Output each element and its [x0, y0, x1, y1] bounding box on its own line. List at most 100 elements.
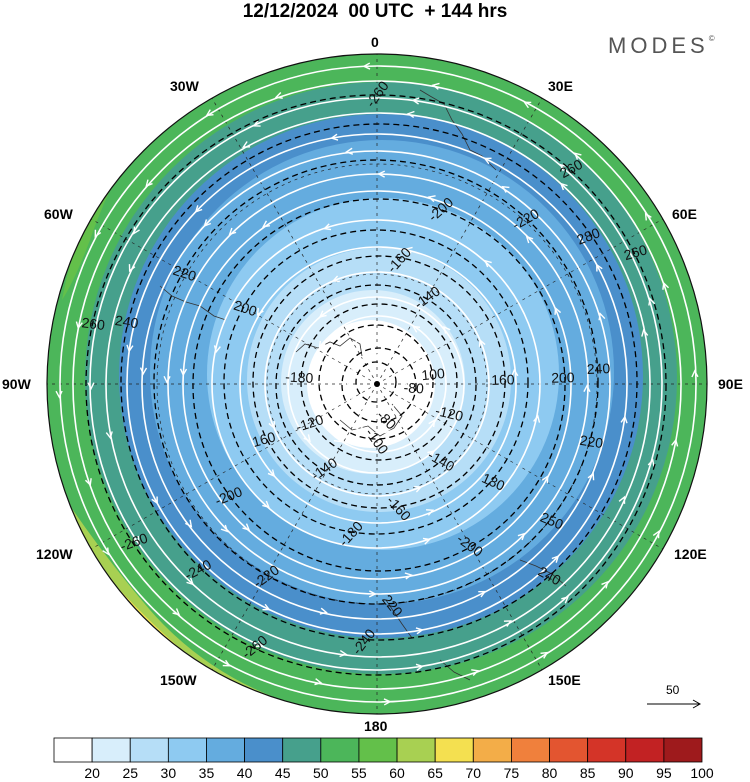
streamline-arrow	[75, 321, 83, 330]
latitude-circle	[156, 163, 598, 605]
streamline-arrow	[362, 62, 371, 70]
lon-label-90e: 90E	[718, 376, 743, 392]
streamline-arrow	[126, 344, 134, 353]
colorbar-tick-label: 50	[313, 765, 329, 781]
streamline-arrow	[387, 335, 396, 343]
map-boundary	[46, 53, 708, 715]
streamline-arrow	[471, 669, 480, 677]
colorbar-tick-label: 95	[656, 765, 672, 781]
streamline-arrow	[641, 328, 649, 337]
streamline-arrow	[541, 474, 549, 484]
streamline-arrow	[652, 530, 660, 539]
streamline-arrow	[132, 535, 140, 544]
vector-reference-arrow	[647, 699, 702, 709]
streamline-arrow	[511, 368, 519, 377]
streamline-arrow	[339, 649, 348, 658]
streamline	[59, 65, 697, 703]
streamline	[126, 133, 628, 635]
streamline-arrow	[561, 596, 569, 604]
map-title: 12/12/2024 00 UTC + 144 hrs	[242, 1, 508, 22]
colorbar-swatch	[320, 737, 360, 763]
colorbar-swatch	[129, 737, 169, 763]
streamline-arrow	[484, 259, 492, 268]
streamline-arrow	[596, 263, 603, 272]
streamline-arrow	[255, 640, 264, 648]
meridian-line	[376, 98, 543, 385]
colorbar-swatch	[396, 737, 436, 763]
colorbar-tick-label: 30	[160, 765, 177, 781]
streamline-arrow	[478, 590, 487, 598]
streamline-arrow	[331, 275, 340, 283]
contour-label: -120	[434, 402, 465, 424]
streamline-arrow	[241, 141, 251, 148]
streamline-arrow	[559, 182, 568, 191]
streamline-arrow	[618, 495, 626, 504]
contour-label: -180	[285, 368, 314, 385]
streamline-arrow	[422, 537, 432, 545]
colorbar	[53, 737, 703, 763]
streamline-arrow	[242, 523, 251, 531]
latitude-circle	[266, 273, 488, 495]
streamline-arrow	[411, 97, 420, 105]
lon-label-60e: 60E	[672, 206, 697, 222]
streamline-arrow	[105, 431, 113, 440]
streamline-arrow	[404, 246, 413, 254]
streamline-arrow	[525, 235, 534, 244]
streamline-arrow	[644, 212, 652, 221]
pole-marker	[374, 381, 380, 387]
streamline-arrow	[478, 338, 486, 347]
colorbar-swatch	[511, 737, 550, 763]
meridian-line	[91, 218, 378, 385]
lon-label-60w: 60W	[44, 206, 73, 222]
meridian-line	[376, 383, 663, 550]
streamline-arrow	[401, 380, 409, 389]
meridian-line	[376, 218, 663, 385]
streamline-arrow	[184, 519, 193, 528]
streamline-arrow	[426, 509, 435, 516]
colorbar-tick-label: 65	[427, 765, 443, 781]
colorbar-swatch	[549, 737, 589, 763]
streamline-arrow	[554, 306, 562, 315]
streamline-arrow	[503, 620, 513, 627]
streamline	[72, 80, 682, 690]
streamline-arrow	[94, 229, 102, 238]
streamline-arrow	[671, 438, 679, 447]
meridian-line	[91, 383, 378, 550]
streamline-arrow	[203, 219, 212, 228]
colorbar-swatch	[472, 737, 512, 763]
lon-label-150e: 150E	[548, 672, 581, 688]
colorbar-swatch	[663, 737, 703, 763]
streamline-arrow	[647, 458, 655, 467]
streamline-arrow	[533, 414, 541, 423]
streamline	[182, 190, 572, 580]
streamline-arrow	[583, 384, 591, 393]
streamline	[211, 219, 541, 549]
streamline-arrow	[383, 698, 392, 706]
colorbar-tick-label: 40	[236, 765, 253, 781]
contour-label: 160	[491, 371, 515, 387]
streamline-arrow	[427, 450, 436, 458]
contour-label: 240	[114, 312, 140, 331]
colorbar-tick-label: 55	[351, 765, 367, 781]
contour-label: 220	[171, 262, 198, 285]
streamline-arrow	[330, 133, 339, 141]
streamline-arrow	[163, 375, 171, 384]
streamline-arrow	[252, 120, 261, 127]
meridian-line	[211, 383, 378, 670]
contour-100	[318, 324, 434, 440]
contour-200	[192, 198, 566, 572]
streamline-arrow	[358, 425, 367, 433]
streamline	[264, 271, 490, 497]
colorbar-swatch	[206, 737, 245, 763]
colorbar-tick-label: 80	[541, 765, 558, 781]
colorbar-swatch	[91, 737, 131, 763]
streamline-arrow	[222, 659, 231, 667]
height-contours	[85, 94, 667, 676]
contour-80	[341, 347, 417, 423]
colorbar-tick-label: 45	[274, 765, 291, 781]
streamline-arrow	[179, 368, 188, 377]
streamline-arrow	[431, 82, 440, 90]
lon-label-30e: 30E	[548, 78, 573, 94]
streamline-arrow	[523, 101, 532, 109]
